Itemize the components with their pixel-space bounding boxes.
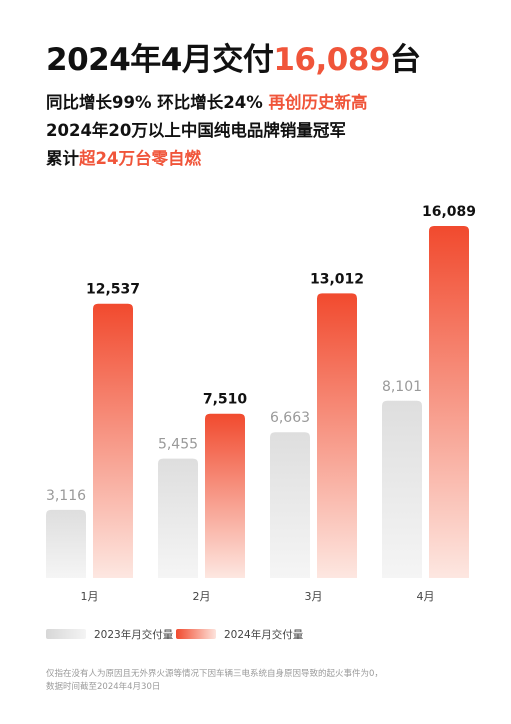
footnote-line-1: 仅指在没有人为原因且无外界火源等情况下因车辆三电系统自身原因导致的起火事件为0， — [46, 669, 383, 679]
headline: 2024年4月交付16,089台 — [46, 40, 421, 80]
category-label-2: 2月 — [193, 590, 211, 603]
headline-number: 16,089 — [273, 42, 390, 78]
bar-label-2023-2: 5,455 — [158, 437, 198, 453]
subtitle-safety-accent: 超24万台零自燃 — [79, 149, 201, 168]
legend-swatch-2023 — [46, 629, 86, 639]
subtitle-safety: 累计超24万台零自燃 — [46, 146, 201, 172]
legend-swatch-2024 — [176, 629, 216, 639]
subtitle-growth-main: 同比增长99% 环比增长24% — [46, 93, 269, 112]
subtitle-growth: 同比增长99% 环比增长24% 再创历史新高 — [46, 90, 367, 116]
bar-2024-4 — [429, 226, 469, 578]
bar-2023-2 — [158, 458, 198, 578]
legend-2023: 2023年月交付量 — [46, 624, 173, 644]
category-label-1: 1月 — [81, 590, 99, 603]
legend-2024: 2024年月交付量 — [176, 624, 303, 644]
category-label-4: 4月 — [417, 590, 435, 603]
bar-label-2024-2: 7,510 — [203, 392, 248, 408]
bar-2024-1 — [93, 303, 133, 578]
legend-label-2024: 2024年月交付量 — [224, 628, 304, 641]
bar-label-2024-4: 16,089 — [422, 204, 476, 220]
bar-label-2023-4: 8,101 — [382, 379, 422, 395]
subtitle-champion: 2024年20万以上中国纯电品牌销量冠军 — [46, 121, 346, 140]
bar-label-2024-1: 12,537 — [86, 282, 140, 298]
legend-label-2023: 2023年月交付量 — [94, 628, 174, 641]
bar-2023-4 — [382, 400, 422, 578]
headline-suffix: 台 — [390, 42, 421, 78]
bar-label-2023-3: 6,663 — [270, 410, 310, 426]
bar-label-2024-3: 13,012 — [310, 271, 364, 287]
headline-prefix: 2024年4月交付 — [46, 42, 274, 78]
subtitle-safety-main: 累计 — [46, 149, 79, 168]
bar-2023-1 — [46, 509, 86, 578]
category-label-3: 3月 — [305, 590, 323, 603]
footnote-line-2: 数据时间截至2024年4月30日 — [46, 682, 161, 692]
subtitle-growth-accent: 再创历史新高 — [268, 93, 368, 112]
bar-2023-3 — [270, 432, 310, 578]
bar-label-2023-1: 3,116 — [46, 488, 86, 504]
bar-2024-3 — [317, 293, 357, 578]
bar-2024-2 — [205, 413, 245, 578]
